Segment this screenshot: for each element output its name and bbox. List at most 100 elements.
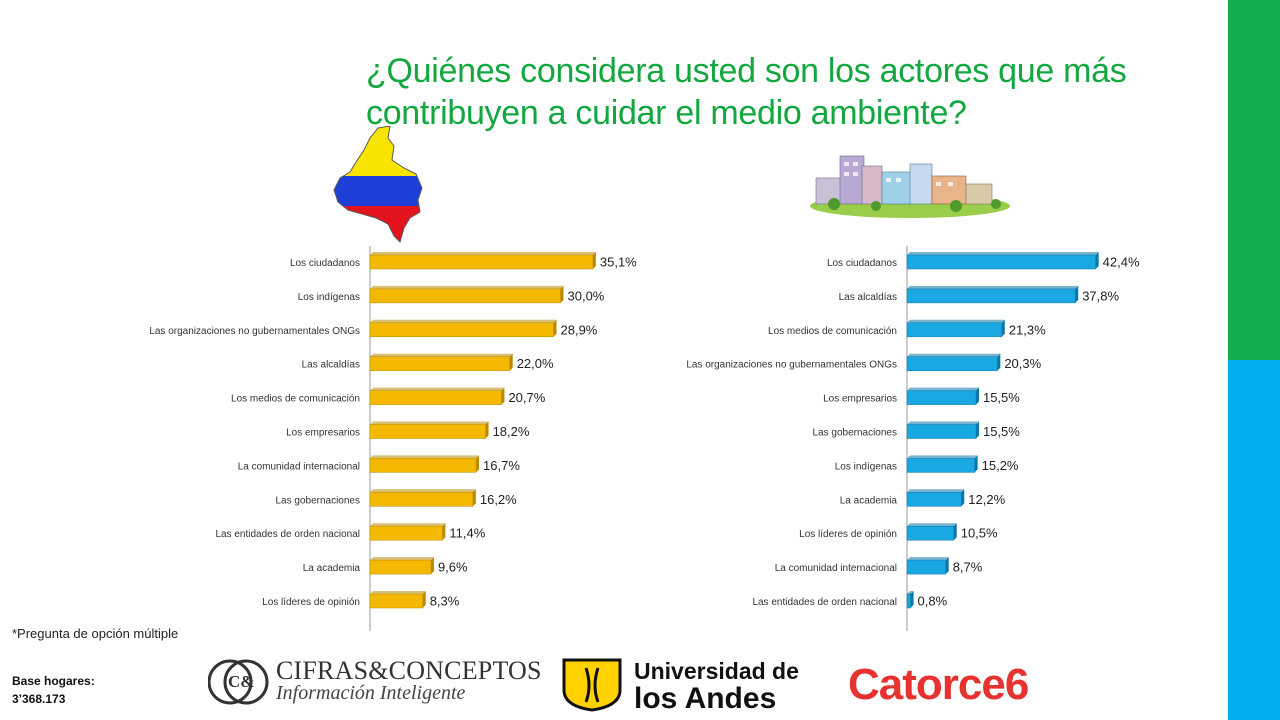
right-bar: [906, 492, 962, 507]
left-value-label: 28,9%: [561, 322, 598, 337]
right-bar-side: [1095, 252, 1099, 269]
right-bar-side: [975, 387, 979, 405]
right-bar-side: [961, 489, 965, 507]
right-bar-chart: Los ciudadanos 42,4% Las alcaldías 37,8% Los…: [600, 240, 1140, 631]
base-value: 3’368.173: [12, 692, 66, 706]
uniandes-logo: Universidad de los Andes: [560, 656, 830, 715]
right-value-label: 12,2%: [968, 492, 1005, 507]
city-buildings-icon: [810, 155, 1010, 218]
right-category-label: Los ciudadanos: [827, 258, 897, 269]
left-bar: [369, 525, 443, 541]
left-bar-top: [370, 421, 489, 425]
left-category-label: Los ciudadanos: [290, 258, 360, 269]
left-category-label: Las gobernaciones: [275, 495, 360, 506]
cifras-mark-icon: [208, 659, 269, 705]
right-value-label: 10,5%: [961, 526, 998, 541]
catorce6-name: Catorce6: [848, 660, 1029, 709]
right-bar-top: [907, 557, 949, 561]
right-category-label: Las gobernaciones: [812, 428, 897, 439]
left-bar-side: [592, 252, 596, 269]
left-bar-top: [370, 319, 557, 323]
right-category-label: La academia: [840, 495, 898, 506]
left-value-label: 9,6%: [438, 560, 468, 575]
right-bar-side: [945, 557, 949, 575]
right-category-label: Las organizaciones no gubernamentales ON…: [686, 360, 897, 371]
right-bar-side: [997, 353, 1001, 371]
right-value-label: 42,4%: [1103, 255, 1140, 270]
left-bar-side: [560, 285, 564, 303]
right-bar-top: [907, 455, 978, 459]
cifras-conceptos-logo: C& CIFRAS&CONCEPTOS Información Intelige…: [208, 656, 542, 708]
base-households: Base hogares: 3’368.173: [12, 672, 95, 708]
left-value-label: 16,2%: [480, 492, 517, 507]
left-value-label: 16,7%: [483, 458, 520, 473]
footnote: *Pregunta de opción múltiple: [12, 626, 179, 641]
left-chart-svg: Los ciudadanos 35,1% Los indígenas 30,0% Las…: [149, 246, 637, 631]
left-bar-top: [370, 285, 564, 289]
right-bar: [906, 356, 998, 371]
right-value-label: 20,3%: [1004, 356, 1041, 371]
side-band-green: [1228, 0, 1280, 360]
left-bar-top: [370, 489, 476, 493]
right-bar: [906, 254, 1096, 270]
left-value-label: 35,1%: [600, 255, 637, 270]
right-bar-top: [907, 252, 1099, 255]
right-bar-side: [1075, 285, 1079, 303]
left-category-label: Los líderes de opinión: [262, 597, 360, 608]
left-value-label: 18,2%: [493, 424, 530, 439]
right-bar-side: [953, 523, 957, 541]
right-chart-svg: Los ciudadanos 42,4% Las alcaldías 37,8% Los…: [686, 246, 1140, 631]
left-bar: [369, 593, 423, 609]
left-bar-side: [485, 421, 489, 439]
right-bar-top: [907, 353, 1001, 357]
right-value-label: 0,8%: [918, 594, 948, 609]
right-bar: [906, 559, 946, 575]
left-bar-side: [430, 557, 434, 575]
right-category-label: Los medios de comunicación: [768, 326, 897, 337]
right-category-label: Los indígenas: [835, 461, 897, 472]
left-bar-top: [370, 353, 513, 357]
left-bar-top: [370, 387, 505, 391]
right-category-label: Los empresarios: [823, 394, 897, 405]
cifras-mark-text: C&: [228, 672, 255, 691]
left-bar: [369, 559, 432, 575]
page-title: ¿Quiénes considera usted son los actores…: [366, 52, 1127, 132]
catorce6-logo: Catorce6: [848, 660, 1148, 716]
left-bar-chart: Los ciudadanos 35,1% Los indígenas 30,0% Las…: [0, 240, 680, 631]
right-category-label: Las entidades de orden nacional: [752, 597, 897, 608]
right-category-label: Las alcaldías: [839, 292, 897, 303]
right-value-label: 21,3%: [1009, 322, 1046, 337]
left-value-label: 11,4%: [449, 526, 485, 541]
right-bar: [906, 322, 1003, 338]
right-bar-top: [907, 387, 979, 391]
left-bar-top: [370, 591, 426, 594]
left-bar-side: [422, 591, 426, 608]
uniandes-shield-icon: [562, 658, 622, 712]
right-bar-top: [907, 523, 957, 527]
right-bar-top: [907, 421, 979, 425]
left-value-label: 20,7%: [508, 390, 545, 405]
left-bar-side: [509, 353, 513, 371]
right-bar-top: [907, 489, 965, 493]
left-category-label: Los medios de comunicación: [231, 394, 360, 405]
left-bar: [369, 254, 594, 270]
right-bar-side: [974, 455, 978, 473]
left-bar: [369, 458, 477, 473]
left-category-label: Los empresarios: [286, 428, 360, 439]
left-bar-side: [501, 387, 505, 405]
right-bar-top: [907, 319, 1005, 323]
right-bar: [906, 525, 954, 541]
uniandes-line2: los Andes: [634, 682, 777, 715]
left-bar: [369, 390, 502, 405]
left-bar-side: [472, 489, 476, 507]
left-bar: [369, 492, 474, 507]
left-value-label: 8,3%: [430, 594, 460, 609]
right-category-label: La comunidad internacional: [775, 563, 897, 574]
left-bar-top: [370, 455, 480, 459]
left-bar-top: [370, 523, 446, 527]
right-value-label: 8,7%: [953, 560, 983, 575]
cifras-tagline: Información Inteligente: [276, 682, 466, 704]
left-category-label: Las entidades de orden nacional: [215, 529, 360, 540]
uniandes-line1: Universidad de: [634, 658, 799, 684]
right-bar: [906, 424, 977, 439]
